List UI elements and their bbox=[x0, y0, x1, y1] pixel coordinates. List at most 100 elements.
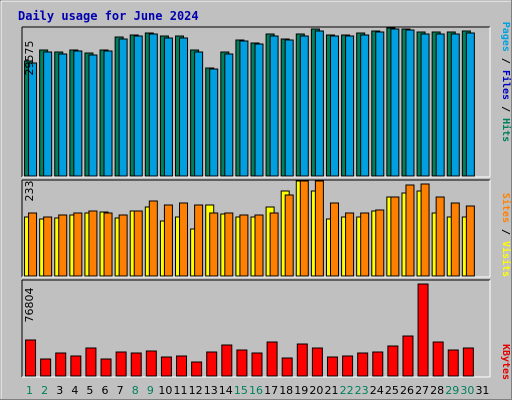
bar-files-day-7 bbox=[118, 38, 128, 177]
x-tick-label-day-20: 20 bbox=[309, 384, 323, 397]
bar-kbytes-day-6 bbox=[100, 358, 112, 377]
bar-kbytes-day-18 bbox=[281, 357, 293, 377]
x-tick-label-day-19: 19 bbox=[294, 384, 308, 397]
bar-files-day-4 bbox=[73, 50, 83, 177]
bar-kbytes-day-22 bbox=[342, 355, 354, 377]
bar-sites-day-1 bbox=[28, 212, 38, 277]
x-tick-label-day-31: 31 bbox=[475, 384, 489, 397]
bar-files-day-22 bbox=[345, 35, 355, 177]
bar-sites-day-7 bbox=[118, 214, 128, 277]
x-tick-label-day-14: 14 bbox=[219, 384, 233, 397]
x-tick-label-day-21: 21 bbox=[324, 384, 338, 397]
x-tick-label-day-30: 30 bbox=[460, 384, 474, 397]
bar-sites-day-14 bbox=[224, 212, 234, 277]
x-tick-label-day-7: 7 bbox=[117, 384, 124, 397]
side-label-hits: Hits bbox=[500, 118, 512, 142]
side-label-sites-visits: Sites / Visits bbox=[500, 193, 512, 277]
bar-files-day-17 bbox=[269, 35, 279, 177]
side-label-sep1: / bbox=[500, 52, 511, 70]
x-tick-label-day-11: 11 bbox=[174, 384, 188, 397]
bar-kbytes-day-7 bbox=[115, 351, 127, 377]
bar-kbytes-day-13 bbox=[206, 351, 218, 377]
bar-kbytes-day-24 bbox=[372, 351, 384, 377]
bar-files-day-12 bbox=[194, 51, 204, 177]
bar-sites-day-9 bbox=[148, 200, 158, 277]
bar-kbytes-day-9 bbox=[145, 350, 157, 377]
bar-kbytes-day-14 bbox=[221, 344, 233, 377]
bar-sites-day-8 bbox=[133, 210, 143, 277]
bar-sites-day-22 bbox=[345, 212, 355, 277]
side-label-visits: Visits bbox=[500, 241, 512, 277]
bar-sites-day-17 bbox=[269, 212, 279, 277]
bar-kbytes-day-26 bbox=[402, 335, 414, 377]
x-tick-label-day-29: 29 bbox=[445, 384, 459, 397]
x-tick-label-day-18: 18 bbox=[279, 384, 293, 397]
x-tick-label-day-15: 15 bbox=[234, 384, 248, 397]
bar-kbytes-day-4 bbox=[70, 355, 82, 377]
bar-kbytes-day-17 bbox=[266, 341, 278, 377]
bar-kbytes-day-20 bbox=[311, 347, 323, 377]
x-tick-label-day-26: 26 bbox=[400, 384, 414, 397]
bar-sites-day-24 bbox=[375, 209, 385, 277]
bar-files-day-6 bbox=[103, 50, 113, 177]
x-tick-label-day-8: 8 bbox=[132, 384, 139, 397]
bar-files-day-30 bbox=[465, 32, 475, 177]
bar-files-day-3 bbox=[58, 53, 68, 177]
bar-files-day-19 bbox=[299, 35, 309, 177]
bar-files-day-25 bbox=[390, 28, 400, 177]
x-tick-label-day-5: 5 bbox=[86, 384, 93, 397]
side-label-kbytes: KBytes bbox=[500, 344, 511, 380]
bar-sites-day-2 bbox=[43, 216, 53, 277]
x-tick-label-day-22: 22 bbox=[340, 384, 354, 397]
bar-kbytes-day-28 bbox=[432, 341, 444, 377]
x-tick-label-day-24: 24 bbox=[370, 384, 384, 397]
bar-kbytes-day-27 bbox=[417, 283, 429, 377]
side-label-files: Files bbox=[500, 70, 512, 100]
bar-sites-day-28 bbox=[435, 196, 445, 277]
bar-kbytes-day-15 bbox=[236, 349, 248, 377]
bar-files-day-11 bbox=[179, 37, 189, 177]
bar-sites-day-6 bbox=[103, 212, 113, 277]
bar-files-day-27 bbox=[420, 33, 430, 177]
bar-files-day-5 bbox=[88, 54, 98, 177]
bar-files-day-28 bbox=[435, 33, 445, 177]
bar-kbytes-day-10 bbox=[160, 356, 172, 377]
bar-sites-day-30 bbox=[465, 205, 475, 277]
bar-sites-day-19 bbox=[299, 180, 309, 277]
bar-files-day-1 bbox=[28, 62, 38, 177]
bar-files-day-2 bbox=[43, 51, 53, 177]
x-tick-label-day-10: 10 bbox=[158, 384, 172, 397]
x-tick-label-day-2: 2 bbox=[41, 384, 48, 397]
bar-sites-day-20 bbox=[314, 180, 324, 277]
bar-sites-day-10 bbox=[163, 204, 173, 277]
bar-sites-day-23 bbox=[360, 212, 370, 277]
bar-files-day-29 bbox=[450, 33, 460, 177]
side-label-kbytes-text: KBytes bbox=[500, 344, 511, 380]
bar-sites-day-12 bbox=[194, 204, 204, 277]
x-tick-label-day-28: 28 bbox=[430, 384, 444, 397]
chart-title: Daily usage for June 2024 bbox=[18, 9, 199, 23]
bar-kbytes-day-8 bbox=[130, 352, 142, 377]
bar-sites-day-29 bbox=[450, 202, 460, 277]
bar-kbytes-day-23 bbox=[357, 352, 369, 377]
bar-files-day-10 bbox=[163, 37, 173, 177]
bar-sites-day-5 bbox=[88, 210, 98, 277]
bar-kbytes-day-19 bbox=[296, 343, 308, 377]
bar-sites-day-27 bbox=[420, 183, 430, 277]
bar-kbytes-day-30 bbox=[462, 347, 474, 377]
bar-kbytes-day-2 bbox=[40, 358, 52, 377]
bar-sites-day-21 bbox=[329, 202, 339, 277]
bar-sites-day-16 bbox=[254, 214, 264, 277]
bar-sites-day-26 bbox=[405, 184, 415, 277]
bar-kbytes-day-12 bbox=[191, 361, 203, 377]
side-label-pages-files-hits: Pages / Files / Hits bbox=[500, 22, 512, 142]
bars-group bbox=[24, 27, 475, 377]
bar-sites-day-3 bbox=[58, 214, 68, 277]
bar-files-day-18 bbox=[284, 39, 294, 177]
bar-kbytes-day-21 bbox=[326, 356, 338, 377]
x-tick-label-day-16: 16 bbox=[249, 384, 263, 397]
bar-files-day-23 bbox=[360, 34, 370, 177]
bar-files-day-9 bbox=[148, 33, 158, 177]
bar-files-day-26 bbox=[405, 29, 415, 177]
bar-files-day-8 bbox=[133, 35, 143, 177]
